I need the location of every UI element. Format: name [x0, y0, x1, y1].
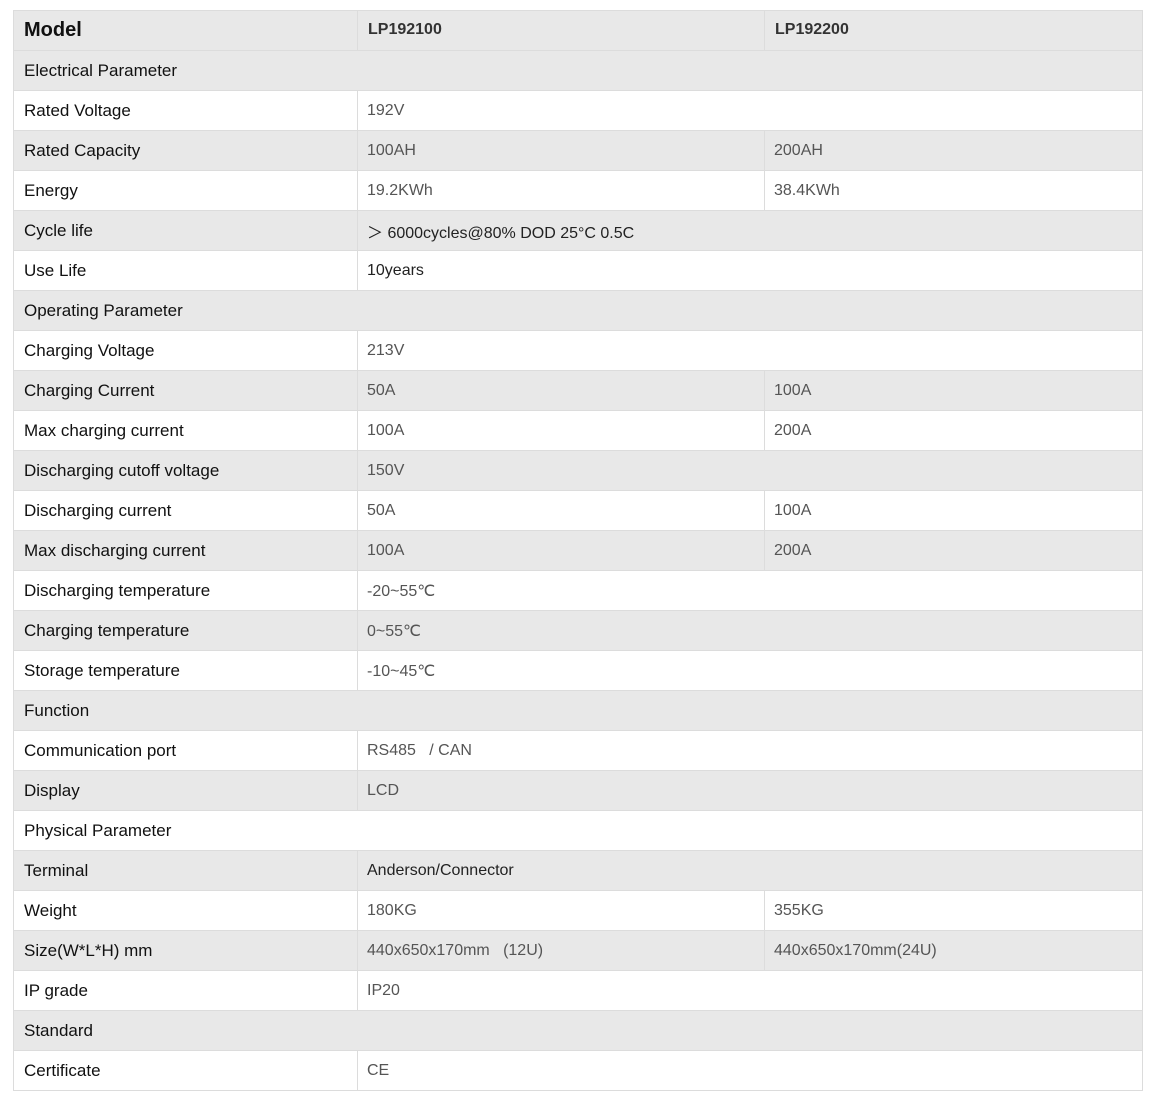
row-label: IP grade [13, 970, 358, 1011]
row-value: 150V [357, 450, 1143, 491]
row-value: 0~55℃ [357, 610, 1143, 651]
row-value: 10years [357, 250, 1143, 291]
section-title: Electrical Parameter [13, 50, 1143, 91]
row-label: Terminal [13, 850, 358, 891]
table-row: Discharging cutoff voltage 150V [13, 450, 1143, 491]
table-row: Energy 19.2KWh 38.4KWh [13, 170, 1143, 211]
table-row: IP grade IP20 [13, 970, 1143, 1011]
section-title: Physical Parameter [13, 810, 1143, 851]
row-label: Display [13, 770, 358, 811]
row-value: 200AH [764, 130, 1143, 171]
row-value: 192V [357, 90, 1143, 131]
table-row: Display LCD [13, 770, 1143, 811]
section-row: Standard [13, 1010, 1143, 1051]
row-value: 200A [764, 410, 1143, 451]
row-value: 19.2KWh [357, 170, 765, 211]
table-row: Rated Voltage 192V [13, 90, 1143, 131]
row-value: -10~45℃ [357, 650, 1143, 691]
table-row: Rated Capacity 100AH 200AH [13, 130, 1143, 171]
section-title: Standard [13, 1010, 1143, 1051]
table-row: Size(W*L*H) mm 440x650x170mm (12U) 440x650… [13, 930, 1143, 971]
row-value: CE [357, 1050, 1143, 1091]
table-row: Charging Current 50A 100A [13, 370, 1143, 411]
table-row: Charging temperature 0~55℃ [13, 610, 1143, 651]
row-label: Max discharging current [13, 530, 358, 571]
table-row: Certificate CE [13, 1050, 1143, 1091]
row-label: Weight [13, 890, 358, 931]
row-value: 440x650x170mm (12U) [357, 930, 765, 971]
row-value: ＞ 6000cycles@80% DOD 25°C 0.5C [357, 210, 1143, 251]
row-label: Communication port [13, 730, 358, 771]
row-value: 180KG [357, 890, 765, 931]
model-lp192200: LP192200 [764, 10, 1143, 51]
row-label: Charging Current [13, 370, 358, 411]
table-row: Storage temperature -10~45℃ [13, 650, 1143, 691]
row-value: 100A [764, 370, 1143, 411]
table-row: Discharging temperature -20~55℃ [13, 570, 1143, 611]
header-row: Model LP192100 LP192200 [13, 10, 1143, 51]
row-label: Rated Capacity [13, 130, 358, 171]
row-value: 440x650x170mm(24U) [764, 930, 1143, 971]
section-row: Operating Parameter [13, 290, 1143, 331]
row-label: Size(W*L*H) mm [13, 930, 358, 971]
table-row: Weight 180KG 355KG [13, 890, 1143, 931]
row-label: Energy [13, 170, 358, 211]
table-row: Terminal Anderson/Connector [13, 850, 1143, 891]
table-row: Max discharging current 100A 200A [13, 530, 1143, 571]
spec-table: Model LP192100 LP192200 Electrical Param… [13, 10, 1143, 1091]
row-value: 38.4KWh [764, 170, 1143, 211]
row-label: Certificate [13, 1050, 358, 1091]
section-title: Function [13, 690, 1143, 731]
row-value: Anderson/Connector [357, 850, 1143, 891]
table-row: Communication port RS485 / CAN [13, 730, 1143, 771]
row-value: -20~55℃ [357, 570, 1143, 611]
table-row: Max charging current 100A 200A [13, 410, 1143, 451]
row-value: 100A [357, 410, 765, 451]
row-value: IP20 [357, 970, 1143, 1011]
row-label: Charging Voltage [13, 330, 358, 371]
row-label: Discharging current [13, 490, 358, 531]
section-title: Operating Parameter [13, 290, 1143, 331]
row-value: 100A [764, 490, 1143, 531]
row-value: 200A [764, 530, 1143, 571]
row-label: Charging temperature [13, 610, 358, 651]
row-value: 100A [357, 530, 765, 571]
row-label: Discharging cutoff voltage [13, 450, 358, 491]
row-value: 50A [357, 370, 765, 411]
model-header: Model [13, 10, 358, 51]
table-row: Cycle life ＞ 6000cycles@80% DOD 25°C 0.5C [13, 210, 1143, 251]
table-row: Charging Voltage 213V [13, 330, 1143, 371]
row-label: Storage temperature [13, 650, 358, 691]
row-label: Rated Voltage [13, 90, 358, 131]
row-value: 100AH [357, 130, 765, 171]
section-row: Function [13, 690, 1143, 731]
table-row: Use Life 10years [13, 250, 1143, 291]
section-row: Electrical Parameter [13, 50, 1143, 91]
row-value: RS485 / CAN [357, 730, 1143, 771]
row-value: 213V [357, 330, 1143, 371]
row-label: Max charging current [13, 410, 358, 451]
row-value: 50A [357, 490, 765, 531]
row-value: LCD [357, 770, 1143, 811]
row-label: Discharging temperature [13, 570, 358, 611]
row-label: Cycle life [13, 210, 358, 251]
row-label: Use Life [13, 250, 358, 291]
section-row: Physical Parameter [13, 810, 1143, 851]
table-row: Discharging current 50A 100A [13, 490, 1143, 531]
row-value: 355KG [764, 890, 1143, 931]
model-lp192100: LP192100 [357, 10, 765, 51]
